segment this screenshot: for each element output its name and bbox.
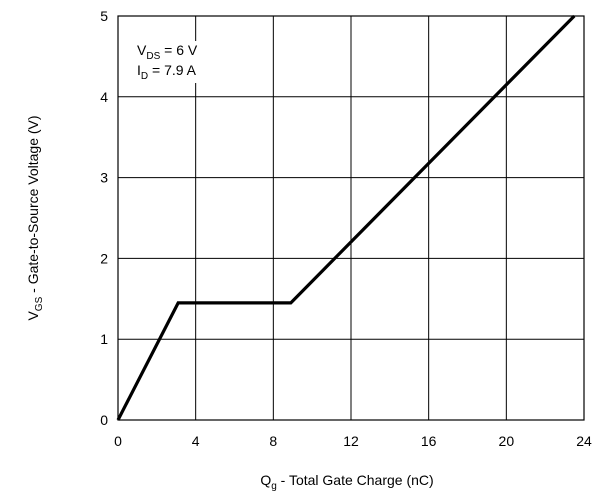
y-tick-label: 1: [100, 331, 108, 347]
y-tick-label: 5: [100, 8, 108, 24]
x-tick-label: 0: [114, 433, 122, 449]
x-axis-label: Qg - Total Gate Charge (nC): [260, 472, 433, 492]
x-tick-label: 8: [269, 433, 277, 449]
x-tick-labels: 0 4 8 12 16 20 24: [114, 433, 592, 449]
y-tick-label: 0: [100, 412, 108, 428]
annotation-background: [135, 61, 199, 83]
annotation-background: [135, 41, 200, 63]
x-tick-label: 12: [343, 433, 359, 449]
y-tick-label: 3: [100, 170, 108, 186]
x-tick-label: 16: [421, 433, 437, 449]
y-tick-label: 4: [100, 89, 108, 105]
annotation-vds: VDS = 6 V: [137, 42, 198, 62]
plot-frame: [117, 15, 585, 421]
y-axis-label: VGS - Gate-to-Source Voltage (V): [25, 115, 45, 320]
series-layer: [116, 14, 576, 421]
x-tick-label: 20: [499, 433, 515, 449]
y-tick-labels: 0 1 2 3 4 5: [100, 8, 108, 428]
x-tick-label: 4: [192, 433, 200, 449]
series-line-0: [116, 14, 576, 421]
x-tick-label: 24: [576, 433, 592, 449]
annotation-id: ID = 7.9 A: [137, 62, 197, 82]
y-tick-label: 2: [100, 250, 108, 266]
